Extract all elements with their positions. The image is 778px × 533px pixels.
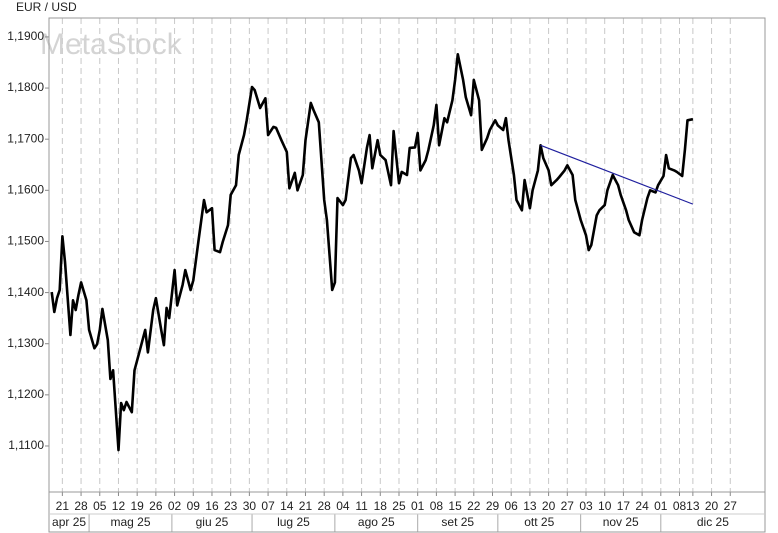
x-tick-label: 10 (598, 499, 612, 513)
month-label: lug 25 (277, 515, 310, 529)
x-tick-label: 29 (486, 499, 500, 513)
x-tick-label: 05 (93, 499, 107, 513)
y-tick-label: 1,1500 (7, 234, 44, 248)
x-tick-label: 01 (654, 499, 668, 513)
month-label: nov 25 (603, 515, 639, 529)
x-tick-label: 08 (673, 499, 687, 513)
y-tick-label: 1,1800 (7, 80, 44, 94)
x-tick-label: 11 (355, 499, 368, 513)
month-label: ago 25 (358, 515, 395, 529)
y-tick-label: 1,1600 (7, 182, 44, 196)
plot-frame (48, 17, 766, 533)
x-tick-label: 24 (635, 499, 649, 513)
x-tick-label: 18 (374, 499, 388, 513)
x-tick-label: 07 (261, 499, 275, 513)
x-tick-label: 02 (168, 499, 182, 513)
x-tick-label: 19 (130, 499, 144, 513)
month-label: set 25 (441, 515, 474, 529)
x-tick-label: 21 (299, 499, 313, 513)
y-tick-label: 1,1100 (8, 438, 44, 452)
month-label: apr 25 (52, 515, 86, 529)
y-tick-label: 1,1300 (7, 336, 44, 350)
x-tick-label: 30 (243, 499, 257, 513)
x-tick-label: 23 (224, 499, 238, 513)
month-label: ott 25 (524, 515, 554, 529)
x-tick-label: 17 (617, 499, 631, 513)
trendline (540, 144, 694, 205)
x-tick-label: 22 (467, 499, 481, 513)
x-tick-label: 26 (149, 499, 163, 513)
x-tick-label: 15 (448, 499, 462, 513)
x-tick-label: 21 (56, 499, 70, 513)
chart-title: EUR / USD (16, 0, 77, 14)
x-tick-label: 20 (705, 499, 719, 513)
x-tick-label: 28 (317, 499, 331, 513)
y-tick-label: 1,1400 (7, 285, 44, 299)
watermark: MetaStock (40, 28, 183, 61)
x-tick-label: 08 (430, 499, 444, 513)
y-tick-label: 1,1900 (7, 29, 44, 43)
month-label: dic 25 (697, 515, 729, 529)
x-tick-label: 14 (280, 499, 294, 513)
x-tick-label: 16 (205, 499, 219, 513)
x-tick-label: 25 (392, 499, 406, 513)
x-tick-label: 27 (724, 499, 738, 513)
x-tick-label: 28 (74, 499, 88, 513)
y-tick-label: 1,1700 (7, 131, 44, 145)
x-tick-label: 03 (579, 499, 593, 513)
month-label: giu 25 (196, 515, 229, 529)
x-tick-label: 20 (542, 499, 556, 513)
x-tick-label: 12 (112, 499, 126, 513)
x-tick-label: 27 (561, 499, 575, 513)
month-label: mag 25 (110, 515, 150, 529)
x-tick-label: 09 (187, 499, 201, 513)
price-line (50, 53, 694, 452)
x-tick-label: 06 (505, 499, 519, 513)
x-tick-label: 01 (411, 499, 425, 513)
y-tick-label: 1,1200 (7, 387, 44, 401)
x-tick-label: 13 (523, 499, 537, 513)
x-tick-label: 13 (686, 499, 700, 513)
x-tick-label: 04 (336, 499, 350, 513)
